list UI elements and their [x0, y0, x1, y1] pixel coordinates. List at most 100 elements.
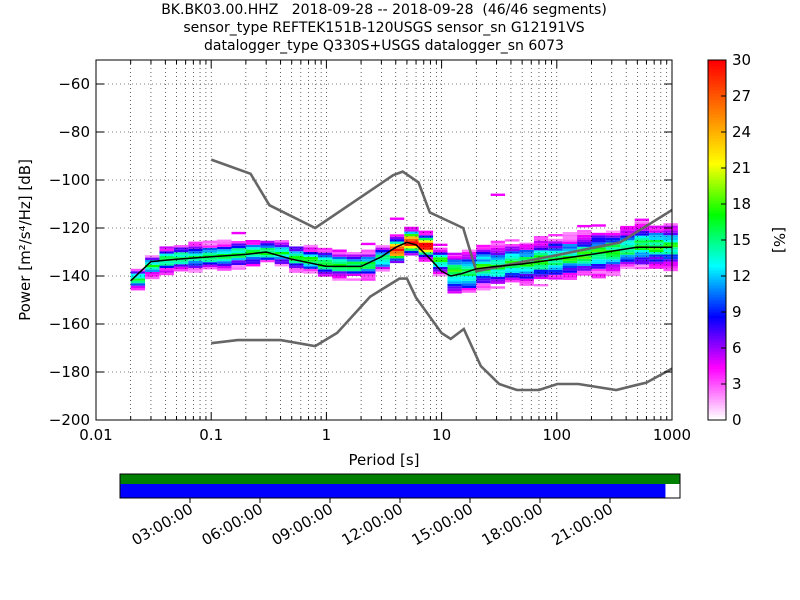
heatmap-cell — [274, 259, 290, 262]
heatmap-cell — [548, 243, 563, 246]
colorbar-segment — [708, 165, 726, 169]
heatmap-cell — [404, 245, 419, 249]
heatmap-cell — [389, 260, 405, 264]
heatmap-cell — [188, 253, 203, 256]
colorbar-segment — [708, 207, 726, 211]
heatmap-cell — [433, 252, 448, 255]
heatmap-cell — [649, 230, 664, 233]
colorbar-segment — [708, 60, 726, 64]
colorbar-segment — [708, 114, 726, 118]
heatmap-cell — [389, 258, 405, 261]
heatmap-cell — [591, 271, 606, 274]
heatmap-cell — [663, 242, 678, 245]
heatmap-cell — [303, 249, 318, 253]
heatmap-cell — [145, 262, 160, 265]
heatmap-cell — [375, 269, 390, 272]
heatmap-cell — [260, 259, 275, 263]
heatmap-cell — [634, 247, 650, 251]
heatmap-cell — [145, 267, 160, 270]
heatmap-cell — [289, 253, 304, 257]
heatmap-cell — [404, 243, 419, 246]
colorbar-segment — [708, 291, 726, 295]
heatmap-cell — [533, 240, 549, 244]
colorbar-segment — [708, 234, 726, 238]
heatmap-cell — [433, 243, 448, 247]
heatmap-cell — [490, 243, 506, 246]
heatmap-cell — [605, 244, 621, 248]
heatmap-cell — [548, 238, 563, 242]
heatmap-cell — [447, 264, 462, 268]
heatmap-cell — [188, 267, 203, 271]
heatmap-cell — [562, 272, 578, 276]
heatmap-cell — [634, 264, 650, 267]
heatmap-cell — [663, 266, 678, 269]
heatmap-cell — [490, 257, 506, 260]
heatmap-cell — [505, 270, 520, 273]
heatmap-cell — [490, 262, 506, 265]
heatmap-cell — [274, 239, 290, 243]
heatmap-cell — [317, 269, 333, 272]
heatmap-cell — [361, 276, 376, 279]
heatmap-cell — [519, 281, 534, 284]
heatmap-cell — [332, 259, 347, 262]
heatmap-cell — [245, 242, 261, 245]
heatmap-cell — [620, 252, 635, 255]
heatmap-cell — [447, 291, 462, 294]
y-axis-label: Power [m²/s⁴/Hz] [dB] — [16, 159, 34, 321]
availability-bar: 03:00:00 06:00:00 09:00:00 12:00:00 15:00:00… — [119, 473, 681, 549]
heatmap-cell — [317, 247, 333, 251]
ppsd-heatmap — [130, 193, 678, 294]
heatmap-cell — [519, 257, 534, 260]
heatmap-cell — [332, 266, 347, 269]
heatmap-cell — [145, 276, 160, 280]
heatmap-cell — [361, 249, 376, 252]
heatmap-cell — [447, 257, 462, 260]
heatmap-cell — [605, 230, 621, 233]
heatmap-cell — [605, 247, 621, 250]
heatmap-cell — [490, 274, 506, 277]
heatmap-cell — [418, 257, 434, 260]
heatmap-cell — [519, 276, 534, 279]
heatmap-cell — [548, 274, 563, 278]
heatmap-cell — [202, 259, 218, 263]
colorbar-segment — [708, 69, 726, 73]
colorbar-segment — [708, 288, 726, 292]
colorbar-segment — [708, 282, 726, 286]
colorbar-segment — [708, 126, 726, 130]
colorbar-segment — [708, 66, 726, 70]
heatmap-cell — [663, 264, 678, 267]
heatmap-cell — [490, 279, 506, 282]
heatmap-cell — [389, 236, 405, 240]
heatmap-cell — [245, 264, 261, 267]
colorbar-segment — [708, 381, 726, 385]
colorbar-segment — [708, 318, 726, 322]
heatmap-cell — [202, 240, 218, 243]
availability-tick-label: 21:00:00 — [549, 500, 616, 549]
colorbar-segment — [708, 177, 726, 181]
heatmap-cell — [404, 233, 419, 237]
heatmap-cell — [231, 245, 246, 249]
y-tick-label: −140 — [49, 267, 90, 285]
colorbar-tick-label: 27 — [732, 87, 751, 105]
heatmap-cell — [317, 271, 333, 275]
heatmap-cell — [605, 256, 621, 260]
heatmap-cell — [217, 249, 232, 252]
heatmap-cell — [505, 265, 520, 269]
heatmap-cell — [634, 233, 650, 236]
heatmap-cell — [303, 244, 318, 248]
heatmap-cell — [634, 226, 650, 229]
heatmap-cell — [620, 261, 635, 265]
heatmap-cell — [317, 250, 333, 253]
heatmap-cell — [562, 265, 578, 268]
heatmap-cell — [548, 262, 563, 266]
heatmap-cell — [577, 265, 592, 269]
heatmap-cell — [404, 231, 419, 234]
colorbar-segment — [708, 345, 726, 349]
colorbar-segment — [708, 390, 726, 394]
heatmap-cell — [274, 249, 290, 252]
heatmap-cell — [577, 241, 592, 245]
heatmap-cell — [577, 261, 592, 264]
heatmap-cell — [173, 252, 189, 255]
heatmap-cell — [245, 244, 261, 248]
